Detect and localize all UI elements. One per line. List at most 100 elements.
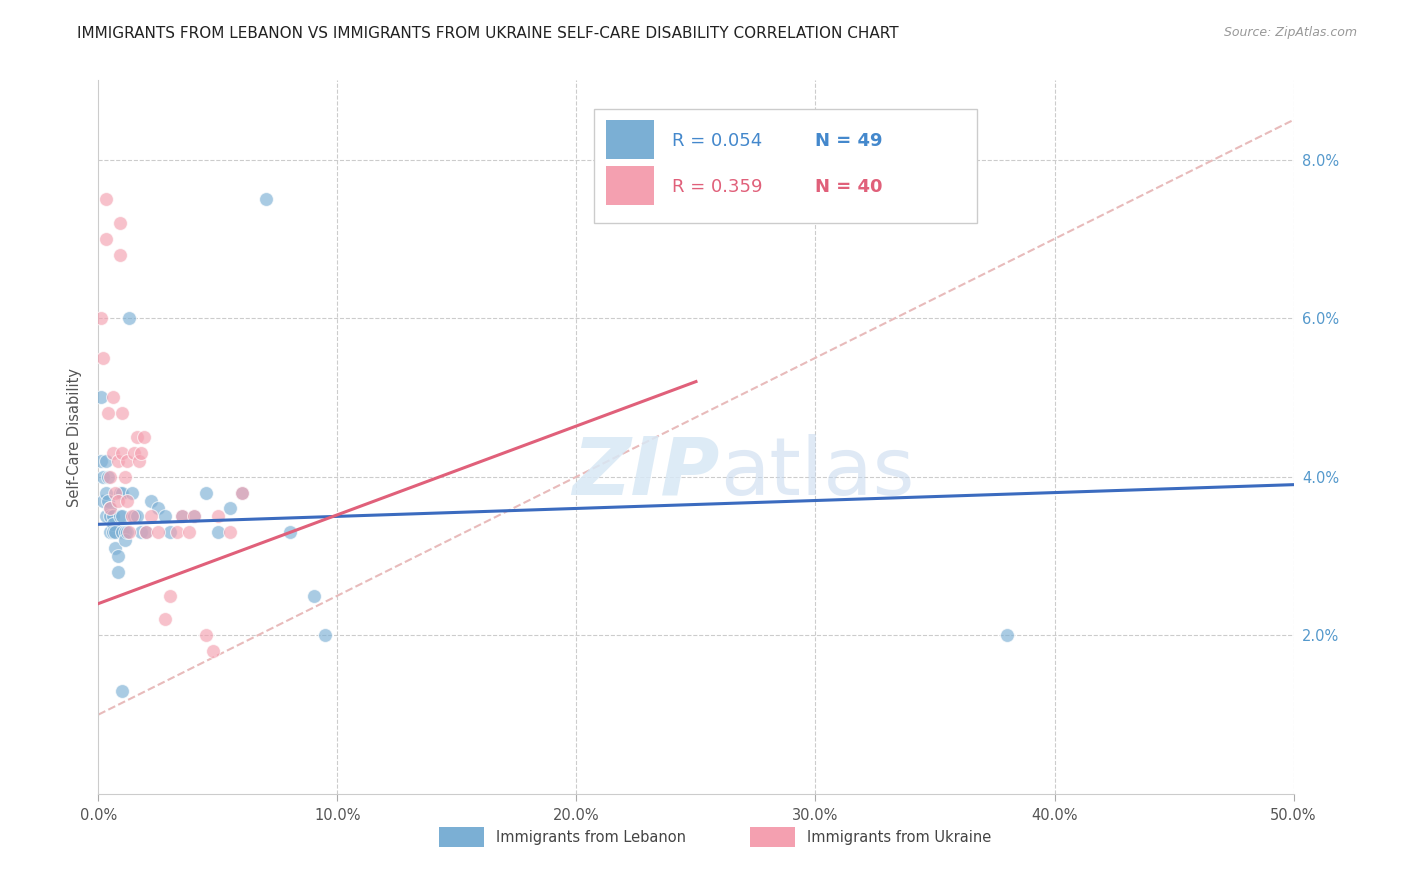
Point [94, 509, 117, 524]
Point [111, 525, 134, 540]
Bar [749, 828, 796, 847]
Point [121, 485, 143, 500]
Bar [439, 828, 485, 847]
Point [207, 525, 229, 540]
Point [91, 351, 114, 365]
Point [94, 232, 117, 246]
Y-axis label: Self-Care Disability: Self-Care Disability [67, 368, 83, 507]
Point [131, 446, 153, 460]
Point [101, 446, 124, 460]
Point [94, 192, 117, 206]
Point [278, 525, 301, 540]
Point [254, 192, 277, 206]
Point [166, 525, 188, 540]
Point [111, 683, 134, 698]
Point [111, 509, 134, 524]
Text: R = 0.359: R = 0.359 [672, 178, 762, 196]
Point [172, 509, 194, 524]
Bar [606, 120, 654, 159]
Point [90, 391, 112, 405]
Point [125, 509, 148, 524]
Point [108, 248, 131, 262]
Point [302, 589, 325, 603]
Point [159, 525, 181, 540]
Point [115, 493, 138, 508]
Point [101, 391, 124, 405]
Point [111, 446, 134, 460]
Point [114, 469, 136, 483]
Point [132, 430, 155, 444]
Point [183, 509, 205, 524]
Point [148, 525, 170, 540]
Point [98, 509, 122, 524]
Point [118, 525, 141, 540]
Point [114, 533, 136, 548]
Point [98, 469, 122, 483]
Point [98, 501, 122, 516]
Text: IMMIGRANTS FROM LEBANON VS IMMIGRANTS FROM UKRAINE SELF-CARE DISABILITY CORRELAT: IMMIGRANTS FROM LEBANON VS IMMIGRANTS FR… [77, 26, 898, 41]
Point [159, 589, 181, 603]
Point [183, 509, 205, 524]
Point [104, 485, 127, 500]
Point [219, 525, 242, 540]
Point [135, 525, 157, 540]
Point [172, 509, 194, 524]
Point [202, 644, 225, 658]
Point [118, 311, 141, 326]
Point [195, 628, 218, 642]
Point [115, 525, 138, 540]
Point [121, 509, 143, 524]
Text: N = 49: N = 49 [815, 132, 883, 150]
Point [107, 454, 129, 468]
Point [107, 565, 129, 579]
Point [128, 454, 150, 468]
Point [91, 493, 114, 508]
Point [90, 311, 112, 326]
Point [195, 485, 218, 500]
Point [97, 493, 120, 508]
Point [98, 525, 122, 540]
Point [139, 509, 162, 524]
Point [115, 454, 138, 468]
Point [125, 430, 148, 444]
Point [94, 485, 117, 500]
Point [104, 541, 127, 555]
Text: R = 0.054: R = 0.054 [672, 132, 762, 150]
Point [995, 628, 1018, 642]
Point [231, 485, 253, 500]
Point [97, 406, 120, 420]
Point [107, 493, 129, 508]
Point [104, 525, 127, 540]
Point [135, 525, 157, 540]
Point [101, 525, 124, 540]
Point [155, 509, 177, 524]
Point [111, 406, 134, 420]
Bar [606, 166, 654, 205]
Point [101, 509, 124, 524]
Point [155, 612, 177, 626]
Point [179, 525, 201, 540]
Text: atlas: atlas [720, 434, 914, 512]
Point [131, 525, 153, 540]
Point [90, 454, 112, 468]
Point [315, 628, 337, 642]
Text: Immigrants from Lebanon: Immigrants from Lebanon [496, 830, 686, 845]
Point [111, 485, 134, 500]
Point [108, 509, 131, 524]
Text: Immigrants from Ukraine: Immigrants from Ukraine [807, 830, 991, 845]
Text: N = 40: N = 40 [815, 178, 883, 196]
Point [124, 446, 146, 460]
Point [148, 501, 170, 516]
Text: Source: ZipAtlas.com: Source: ZipAtlas.com [1223, 26, 1357, 39]
Point [124, 509, 146, 524]
Point [108, 485, 131, 500]
Point [108, 216, 131, 230]
Point [107, 549, 129, 563]
FancyBboxPatch shape [595, 109, 977, 223]
Point [139, 493, 162, 508]
Point [207, 509, 229, 524]
Point [231, 485, 253, 500]
Point [114, 525, 136, 540]
Point [97, 469, 120, 483]
Point [91, 469, 114, 483]
